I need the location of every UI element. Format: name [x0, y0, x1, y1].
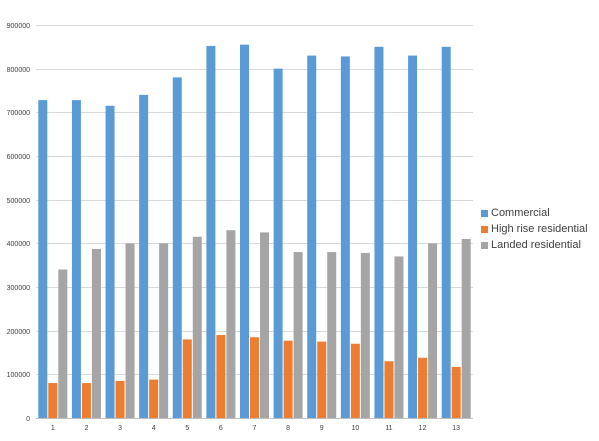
x-tick-label: 6 — [219, 425, 223, 432]
x-tick-label: 9 — [320, 425, 324, 432]
legend-label-landed-residential: Landed residential — [491, 239, 581, 251]
bar-high-rise-residential-13 — [451, 366, 461, 418]
bar-commercial-10 — [340, 56, 350, 418]
y-axis-tick-labels: 0 100000 200000 300000 400000 500000 600000 700… — [7, 23, 30, 423]
bar-commercial-1 — [38, 100, 48, 419]
bar-high-rise-residential-2 — [81, 383, 91, 418]
legend-swatch-high-rise-residential — [481, 225, 488, 233]
bar-landed-residential-9 — [327, 252, 337, 418]
bar-commercial-2 — [71, 100, 81, 419]
y-tick-label: 400000 — [7, 241, 30, 248]
bar-high-rise-residential-9 — [317, 341, 327, 418]
bar-landed-residential-6 — [226, 230, 236, 418]
x-tick-label: 12 — [419, 425, 427, 432]
legend-item-high-rise-residential: High rise residential — [481, 221, 588, 237]
x-tick-label: 8 — [286, 425, 290, 432]
bar-high-rise-residential-7 — [250, 337, 259, 418]
legend-label-high-rise-residential: High rise residential — [491, 223, 588, 235]
x-tick-label: 7 — [253, 425, 257, 432]
legend-swatch-commercial — [481, 209, 488, 217]
bar-landed-residential-13 — [461, 238, 471, 418]
bar-high-rise-residential-6 — [216, 335, 226, 418]
bar-commercial-9 — [307, 55, 317, 419]
x-tick-label: 5 — [185, 425, 189, 432]
bar-commercial-3 — [105, 105, 115, 419]
bar-commercial-8 — [273, 68, 283, 419]
bar-commercial-7 — [240, 44, 249, 419]
bar-high-rise-residential-10 — [350, 343, 360, 418]
legend-label-commercial: Commercial — [491, 207, 550, 219]
legend-item-commercial: Commercial — [481, 205, 588, 221]
bar-high-rise-residential-11 — [384, 361, 394, 418]
bar-landed-residential-2 — [91, 249, 101, 418]
bar-landed-residential-4 — [159, 243, 169, 418]
bar-landed-residential-10 — [360, 252, 370, 418]
bar-high-rise-residential-3 — [115, 380, 125, 418]
bar-landed-residential-8 — [293, 252, 303, 418]
y-tick-label: 500000 — [7, 198, 30, 205]
legend-item-landed-residential: Landed residential — [481, 237, 588, 253]
bar-high-rise-residential-4 — [149, 379, 159, 418]
bar-landed-residential-11 — [394, 256, 404, 418]
bar-high-rise-residential-1 — [48, 383, 58, 418]
bar-commercial-13 — [441, 46, 451, 418]
y-tick-label: 200000 — [7, 329, 30, 336]
y-tick-label: 100000 — [7, 372, 30, 379]
x-tick-label: 10 — [351, 425, 359, 432]
x-tick-label: 1 — [51, 425, 55, 432]
legend-swatch-landed-residential — [481, 241, 488, 249]
bar-landed-residential-5 — [192, 236, 202, 418]
bar-high-rise-residential-12 — [418, 357, 428, 418]
bar-landed-residential-7 — [260, 232, 269, 418]
x-tick-label: 4 — [152, 425, 156, 432]
x-tick-label: 13 — [452, 425, 460, 432]
bar-landed-residential-1 — [58, 269, 68, 418]
bar-landed-residential-12 — [428, 243, 438, 418]
bar-commercial-5 — [172, 77, 182, 419]
x-axis-tick-labels: 1 2 3 4 5 6 7 8 9 10 11 12 13 — [51, 425, 460, 432]
legend: Commercial High rise residential Landed … — [481, 205, 588, 253]
bar-commercial-6 — [206, 45, 216, 419]
bar-commercial-11 — [374, 46, 384, 418]
bar-commercial-12 — [408, 55, 418, 419]
x-tick-label: 2 — [84, 425, 88, 432]
y-tick-label: 300000 — [7, 285, 30, 292]
bars — [38, 44, 471, 419]
y-tick-label: 0 — [26, 416, 30, 423]
bar-landed-residential-3 — [125, 243, 135, 418]
y-tick-label: 600000 — [7, 154, 30, 161]
y-tick-label: 700000 — [7, 110, 30, 117]
bar-commercial-4 — [139, 94, 149, 418]
x-tick-label: 3 — [118, 425, 122, 432]
y-tick-label: 900000 — [7, 23, 30, 30]
y-tick-label: 800000 — [7, 67, 30, 74]
bar-high-rise-residential-8 — [283, 340, 293, 418]
bar-high-rise-residential-5 — [182, 339, 192, 418]
x-tick-label: 11 — [385, 425, 392, 432]
